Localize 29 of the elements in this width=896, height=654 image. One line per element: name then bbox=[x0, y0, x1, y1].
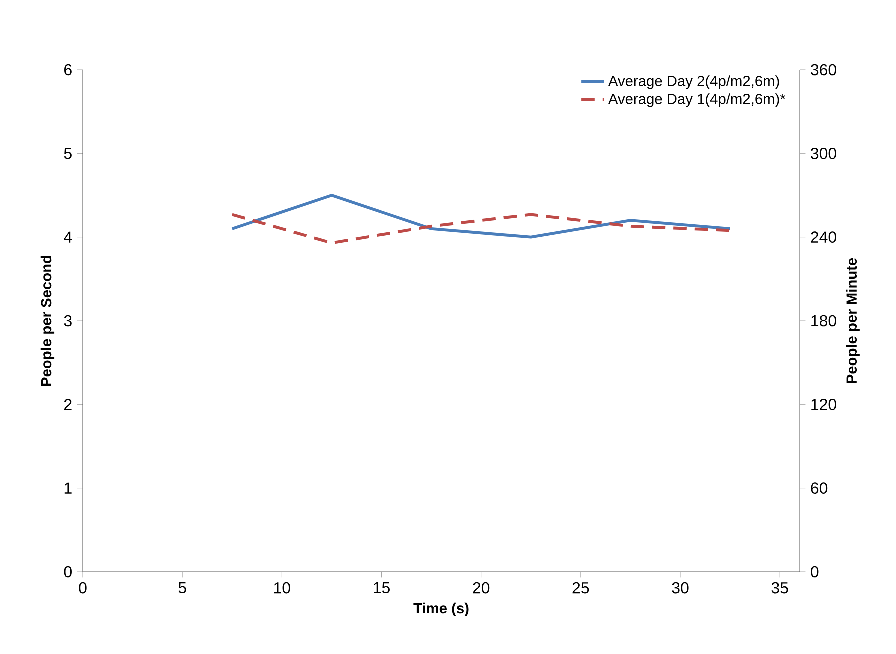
line-series bbox=[230, 194, 732, 239]
y-tick-label: 2 bbox=[64, 399, 72, 410]
x-tick-label: 10 bbox=[274, 582, 290, 594]
legend-label: Average Day 2(4p/m2,6m) bbox=[608, 76, 780, 90]
y2-tick-label: 240 bbox=[811, 232, 836, 243]
y-tick-label: 4 bbox=[64, 232, 72, 243]
x-tick-label: 0 bbox=[79, 582, 87, 594]
y-axis-title: People per Second bbox=[40, 256, 55, 386]
y2-axis-title: People per Minute bbox=[846, 258, 860, 384]
y-tick-label: 3 bbox=[64, 315, 72, 327]
y2-tick-label: 180 bbox=[812, 315, 836, 327]
y2-tick-label: 360 bbox=[811, 64, 836, 76]
x-tick-label: 35 bbox=[772, 582, 788, 594]
legend-label: Average Day 1(4p/m2,6m)* bbox=[608, 94, 786, 108]
y2-tick-label: 60 bbox=[811, 482, 828, 494]
y-tick-label: 0 bbox=[64, 566, 72, 578]
y2-tick-label: 300 bbox=[811, 148, 836, 160]
y2-tick-label: 0 bbox=[811, 566, 819, 578]
x-tick-label: 20 bbox=[473, 582, 490, 594]
x-tick-label: 25 bbox=[572, 582, 590, 594]
x-tick-label: 15 bbox=[374, 582, 390, 594]
x-axis-title: Time (s) bbox=[414, 602, 469, 617]
line-series bbox=[230, 213, 732, 245]
y-tick-label: 1 bbox=[64, 482, 72, 494]
x-tick-label: 5 bbox=[178, 582, 186, 594]
y-tick-label: 6 bbox=[64, 64, 72, 76]
x-tick-label: 30 bbox=[672, 582, 689, 594]
y-tick-label: 5 bbox=[64, 148, 72, 160]
y2-tick-label: 120 bbox=[812, 399, 836, 410]
